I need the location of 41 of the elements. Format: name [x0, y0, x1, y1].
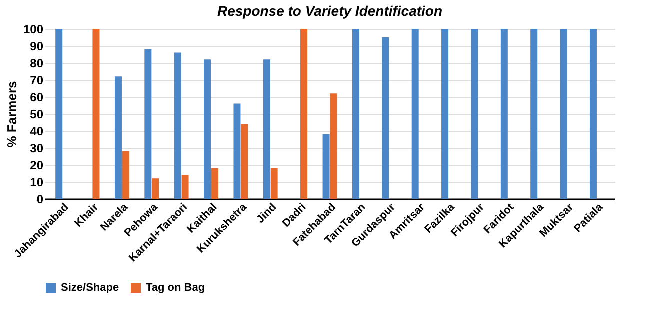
y-tick-label: 10 [30, 176, 44, 190]
bar [382, 38, 390, 199]
y-tick-label: 30 [30, 142, 44, 156]
bar [152, 178, 160, 199]
bar [442, 29, 449, 199]
bar [300, 29, 308, 199]
chart-title: Response to Variety Identification [217, 3, 443, 19]
bar [114, 76, 122, 199]
y-tick-label: 100 [23, 22, 44, 36]
bar [500, 29, 508, 199]
y-tick-label: 20 [30, 158, 44, 172]
bar [330, 94, 338, 199]
legend-label: Size/Shape [61, 282, 120, 294]
y-tick-label: 40 [30, 124, 44, 138]
y-tick-label: 0 [36, 192, 44, 206]
bar [122, 151, 130, 199]
y-tick-label: 80 [30, 56, 44, 70]
bar [182, 175, 189, 199]
bar [92, 29, 100, 199]
bar [560, 29, 568, 199]
bar [352, 29, 360, 199]
bar [590, 29, 597, 199]
y-tick-label: 50 [30, 108, 44, 122]
bar [211, 168, 218, 199]
bar [174, 52, 182, 199]
bar [234, 104, 241, 199]
bar [241, 124, 248, 199]
bar [471, 29, 478, 199]
y-tick-label: 60 [30, 90, 44, 104]
bar [204, 60, 212, 199]
legend-label: Tag on Bag [146, 282, 206, 294]
bar [263, 60, 270, 199]
y-axis-title: % Farmers [4, 81, 20, 148]
bar [530, 29, 538, 199]
bar [270, 168, 278, 199]
y-tick-label: 70 [30, 74, 44, 88]
bar [56, 29, 63, 199]
bar [322, 134, 330, 199]
bar [144, 49, 152, 199]
y-tick-label: 90 [30, 40, 44, 54]
bar [412, 29, 419, 199]
